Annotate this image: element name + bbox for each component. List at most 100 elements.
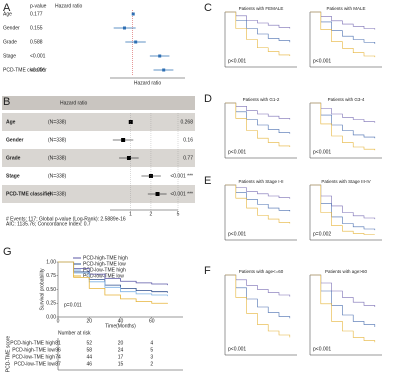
p-value: 0.588 xyxy=(30,39,43,45)
axes xyxy=(224,12,297,68)
risk-count: 46 xyxy=(86,361,92,367)
hr-point xyxy=(128,120,133,124)
row-n: (N=338) xyxy=(48,119,67,125)
hr-point xyxy=(121,138,126,142)
panel-label: G xyxy=(3,246,12,258)
p-value: p<0.001 xyxy=(313,149,331,155)
axis-label: Hazard ratio xyxy=(134,80,161,86)
p-value: p=0.002 xyxy=(313,231,331,237)
plot-title: Patients with G1-2 xyxy=(243,97,280,102)
axes xyxy=(309,185,382,241)
column-header: Hazard ratio xyxy=(55,3,82,9)
risk-axes xyxy=(57,338,183,371)
axes xyxy=(309,103,382,159)
row-name: Gender xyxy=(6,137,24,143)
row-n: (N=338) xyxy=(48,137,67,143)
p-value: p<0.001 xyxy=(228,231,246,237)
risk-count: 58 xyxy=(86,347,92,353)
hr-point xyxy=(126,156,131,160)
row-name: Age xyxy=(3,11,12,17)
row-name: Stage xyxy=(3,53,16,59)
row-name: PCD-TME classifier xyxy=(3,67,47,73)
axes xyxy=(224,103,297,159)
risk-row-label: PCD-high-TME low xyxy=(12,347,55,353)
plot-title: Patients with G3-4 xyxy=(328,97,365,102)
risk-count: 4 xyxy=(150,340,153,346)
axes xyxy=(309,275,382,356)
footnote: # Events: 117; Global p-value (Log-Rank)… xyxy=(6,216,126,222)
p-value: 0.155 xyxy=(30,25,43,31)
p-value: p<0.001 xyxy=(313,346,331,352)
row-band xyxy=(2,185,195,203)
x-tick-label: 0 xyxy=(57,318,60,324)
x-tick-label: 40 xyxy=(118,318,124,324)
row-n: (N=338) xyxy=(48,155,67,161)
risk-count: 2 xyxy=(150,361,153,367)
panel-label: D xyxy=(204,93,212,105)
p-value: <0.001 xyxy=(30,67,46,73)
p-value: 0.268 xyxy=(180,119,193,125)
survival-curve xyxy=(58,261,168,286)
panel-label: C xyxy=(204,2,212,14)
survival-curve xyxy=(58,261,168,293)
p-value: 0.177 xyxy=(30,11,43,17)
header-band xyxy=(2,96,195,110)
y-tick-label: 0.25 xyxy=(46,301,56,307)
y-tick-label: 0.00 xyxy=(46,314,56,320)
row-name: Grade xyxy=(3,39,17,45)
risk-row-label: PCD-low-TME low xyxy=(14,361,55,367)
survival-curve xyxy=(310,11,376,58)
survival-curve xyxy=(225,184,291,224)
panel-label: A xyxy=(3,2,11,14)
panel-label: E xyxy=(204,175,211,187)
x-tick-label: 60 xyxy=(149,318,155,324)
row-name: Grade xyxy=(6,155,21,161)
plot-title: Patients with MALE xyxy=(326,6,365,11)
risk-y-label: PCD-TME score xyxy=(5,336,11,373)
plot-title: Patients with age<=60 xyxy=(239,269,284,274)
hr-point xyxy=(122,26,126,30)
p-value: <0.001 *** xyxy=(170,191,193,197)
p-value: <0.001 xyxy=(30,53,46,59)
risk-count: 24 xyxy=(118,347,124,353)
row-name: Age xyxy=(6,119,16,125)
plot-title: Patients with FEMALE xyxy=(239,6,284,11)
legend-label: PCD-high-TME low xyxy=(83,261,126,267)
plot-title: Patients with Stage I-II xyxy=(238,179,283,184)
panel-label: F xyxy=(204,265,211,277)
row-band xyxy=(2,113,195,131)
row-name: PCD-TME classifier xyxy=(6,191,52,197)
p-value: p<0.001 xyxy=(228,58,246,64)
y-axis-label: Survival probability xyxy=(39,268,45,310)
risk-count: 44 xyxy=(86,354,92,360)
risk-count: 15 xyxy=(118,361,124,367)
x-tick-label: 2 xyxy=(150,211,153,217)
x-tick-label: 1 xyxy=(129,211,132,217)
p-value: 0.16 xyxy=(183,137,193,143)
row-band xyxy=(2,149,195,167)
risk-count: 20 xyxy=(118,340,124,346)
survival-curve xyxy=(310,274,376,343)
x-tick-label: 20 xyxy=(86,318,92,324)
row-name: Gender xyxy=(3,25,20,31)
p-value: p<0.001 xyxy=(313,58,331,64)
p-value: p=0.011 xyxy=(64,302,82,308)
y-tick-label: 0.75 xyxy=(46,273,56,279)
p-value: p<0.001 xyxy=(228,346,246,352)
column-header: p-value xyxy=(30,3,47,9)
hr-point xyxy=(131,12,135,16)
risk-count: 52 xyxy=(86,340,92,346)
y-tick-label: 1.00 xyxy=(46,259,56,265)
row-name: Stage xyxy=(6,173,20,179)
hr-point xyxy=(134,40,138,44)
survival-curve xyxy=(225,274,291,338)
hr-point xyxy=(158,54,162,58)
p-value: 0.77 xyxy=(183,155,193,161)
legend-label: PCD-high-TME high xyxy=(83,255,128,261)
survival-curve xyxy=(58,261,168,304)
row-n: (N=338) xyxy=(48,173,67,179)
axes xyxy=(224,275,297,356)
risk-count: 17 xyxy=(118,354,124,360)
risk-row-label: PCD-high-TME high xyxy=(10,340,55,346)
